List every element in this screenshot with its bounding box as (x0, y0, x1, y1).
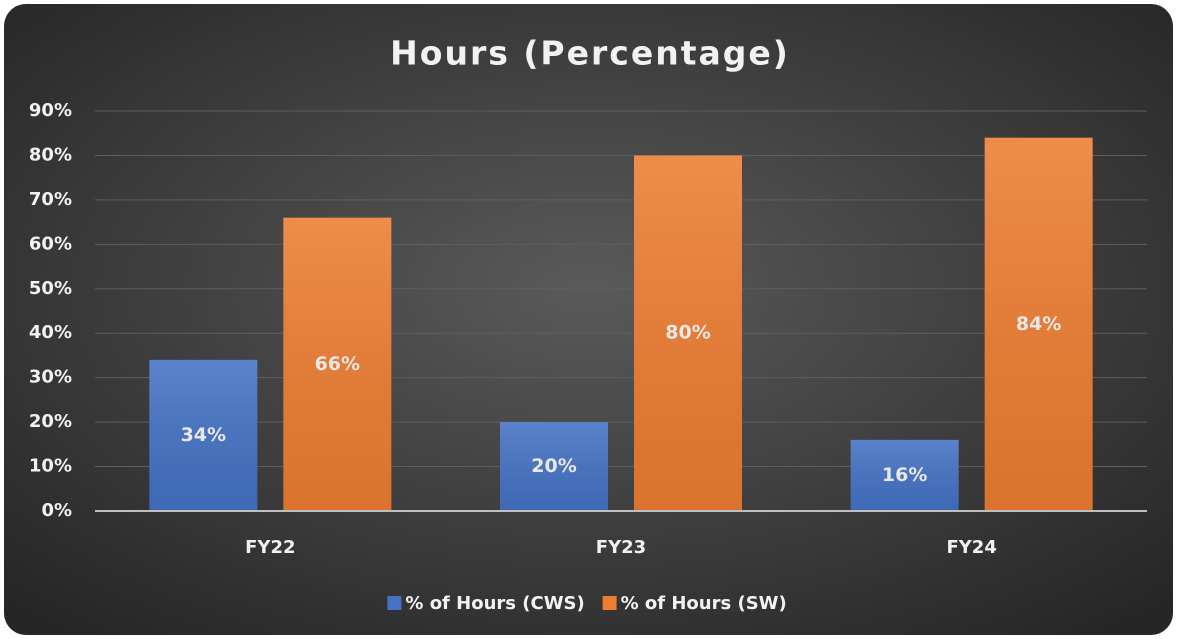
bar-shade (283, 217, 392, 511)
y-tick-label: 50% (29, 278, 72, 299)
data-label: 16% (882, 464, 927, 486)
y-tick-label: 80% (29, 144, 72, 165)
bar-shade (634, 155, 742, 511)
y-tick-label: 70% (29, 189, 72, 210)
y-tick-label: 20% (29, 411, 72, 432)
data-label: 84% (1016, 313, 1061, 335)
data-label: 66% (315, 353, 360, 375)
y-tick-label: 30% (29, 367, 72, 388)
x-tick-label: FY23 (596, 537, 646, 558)
chart-title: Hours (Percentage) (390, 34, 790, 73)
x-tick-label: FY24 (946, 537, 996, 558)
legend-swatch (602, 596, 617, 610)
bar-shade (500, 422, 608, 511)
legend-label: % of Hours (CWS) (405, 593, 584, 614)
y-tick-label: 0% (41, 500, 72, 521)
data-label: 80% (665, 322, 710, 344)
legend-swatch (387, 596, 402, 610)
y-tick-label: 60% (29, 233, 72, 254)
legend-label: % of Hours (SW) (621, 593, 787, 614)
bar-shade (850, 439, 959, 511)
x-tick-label: FY22 (245, 537, 295, 558)
y-tick-label: 40% (29, 322, 72, 343)
data-label: 20% (531, 455, 576, 477)
bar-shade (149, 359, 258, 511)
bar-shade (984, 137, 1093, 511)
y-tick-label: 90% (29, 100, 72, 121)
data-label: 34% (181, 424, 226, 446)
y-tick-label: 10% (29, 456, 72, 477)
